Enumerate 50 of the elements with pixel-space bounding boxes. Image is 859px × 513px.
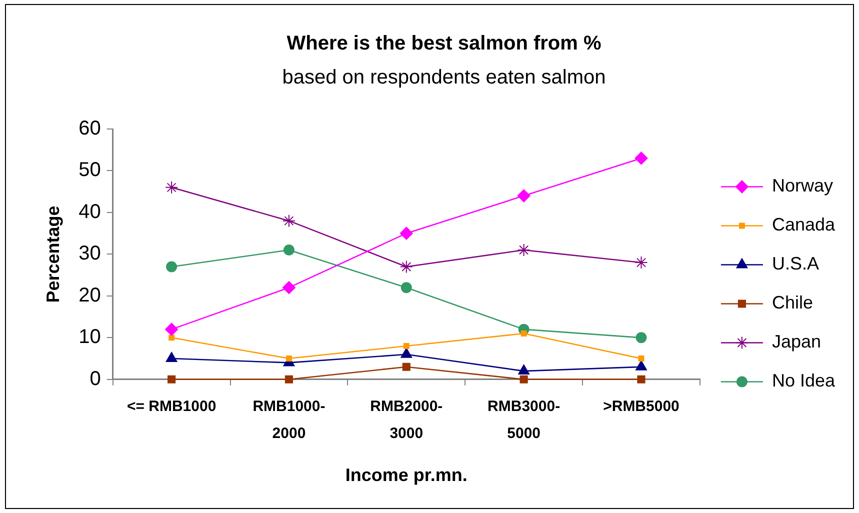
point <box>634 256 648 270</box>
point <box>637 375 646 384</box>
point <box>638 356 644 362</box>
point <box>402 362 410 371</box>
chart-subtitle: based on respondents eaten salmon <box>282 66 606 89</box>
legend-label: No Idea <box>772 370 836 391</box>
point <box>403 343 410 349</box>
point <box>636 360 647 370</box>
point <box>286 356 292 362</box>
y-axis-title: Percentage <box>42 206 63 303</box>
x-tick-label: >RMB5000 <box>603 398 680 416</box>
point <box>400 282 412 294</box>
x-tick-label: RMB2000-3000 <box>370 398 443 442</box>
point <box>282 281 296 294</box>
point <box>520 375 528 384</box>
point <box>517 244 530 257</box>
y-tick-label: 20 <box>78 284 101 306</box>
x-tick-label: RMB1000-2000 <box>252 398 326 442</box>
point <box>284 375 294 384</box>
point <box>168 334 175 341</box>
point <box>636 332 647 344</box>
legend-label: Japan <box>772 332 821 352</box>
y-tick-label: 10 <box>78 326 101 348</box>
point <box>166 261 178 272</box>
point <box>517 189 530 202</box>
point <box>283 244 294 256</box>
point <box>166 352 178 362</box>
legend-label: U.S.A <box>772 254 819 274</box>
legend-label: Canada <box>772 214 836 235</box>
x-tick-label: <= RMB1000 <box>126 398 216 416</box>
point <box>400 260 413 274</box>
point <box>400 226 413 240</box>
legend-label: Chile <box>772 292 813 313</box>
point <box>282 214 296 228</box>
point <box>165 180 178 194</box>
y-tick-label: 60 <box>78 118 101 140</box>
y-tick-label: 40 <box>78 200 101 223</box>
point <box>634 152 648 165</box>
point <box>168 375 176 384</box>
x-tick-label: RMB3000-5000 <box>488 398 560 442</box>
point <box>520 330 527 336</box>
chart-title: Where is the best salmon from % <box>286 32 602 55</box>
y-tick-label: 0 <box>90 368 101 390</box>
point <box>400 348 412 358</box>
y-tick-label: 30 <box>78 242 101 265</box>
y-tick-label: 50 <box>78 159 101 182</box>
legend-label: Norway <box>772 176 833 196</box>
point <box>165 322 178 336</box>
point <box>518 364 530 375</box>
x-axis-title: Income pr.mn. <box>345 465 468 486</box>
